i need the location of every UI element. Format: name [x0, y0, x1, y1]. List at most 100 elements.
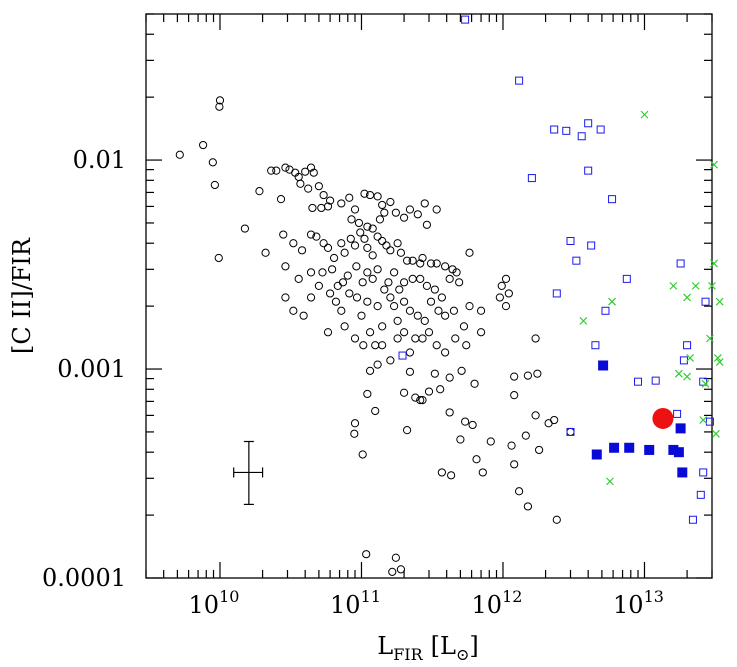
open-circle-point	[445, 274, 454, 283]
open-circle-point	[388, 567, 397, 576]
open-circle-point	[261, 248, 270, 257]
y-tick-label: 0.001	[57, 355, 126, 383]
open-circle-point	[552, 515, 561, 524]
cross-point	[715, 297, 724, 306]
cross-point	[705, 334, 714, 343]
series-filled-circle	[652, 407, 674, 429]
open-circle-point	[343, 271, 352, 280]
open-circle-point	[452, 268, 461, 277]
open-circle-point	[323, 328, 333, 337]
open-circle-point	[328, 265, 337, 274]
open-square-point	[699, 377, 708, 386]
open-circle-point	[340, 322, 349, 331]
open-circle-point	[424, 387, 434, 396]
open-circle-point	[550, 415, 559, 425]
open-square-point	[591, 341, 600, 350]
open-square-point	[673, 409, 682, 418]
open-circle-point	[405, 348, 415, 357]
open-square-point	[683, 341, 692, 350]
open-circle-point	[523, 502, 533, 511]
cross-stroke	[708, 281, 716, 290]
y-tick-label: 0.0001	[42, 564, 126, 592]
open-square-point	[577, 132, 586, 141]
open-circle-point	[396, 565, 406, 574]
open-square-point	[572, 256, 581, 265]
open-circle-point	[418, 334, 427, 343]
open-square-point	[550, 125, 559, 134]
open-circle-point	[441, 262, 450, 271]
open-circle-point	[210, 180, 219, 190]
open-circle-point	[470, 379, 479, 388]
open-circle-point	[523, 371, 533, 380]
open-circle-point	[434, 306, 443, 315]
open-circle-point	[306, 230, 316, 239]
open-circle-point	[393, 334, 402, 343]
open-circle-point	[358, 278, 367, 287]
open-circle-point	[314, 281, 323, 290]
open-circle-point	[345, 193, 354, 202]
open-circle-point	[384, 278, 393, 287]
open-circle-point	[531, 411, 540, 420]
open-circle-point	[476, 306, 486, 315]
open-square-point	[566, 427, 575, 436]
open-circle-point	[447, 471, 456, 480]
open-circle-point	[365, 190, 375, 200]
open-circle-point	[312, 232, 321, 241]
open-circle-point	[281, 163, 290, 172]
open-circle-point	[495, 293, 504, 302]
open-circle-point	[255, 187, 264, 196]
open-circle-point	[426, 297, 436, 306]
open-circle-point	[354, 218, 364, 228]
open-circle-point	[399, 328, 409, 337]
open-circle-point	[358, 450, 367, 459]
cross-stroke	[686, 354, 695, 362]
open-circle-point	[359, 341, 368, 350]
open-circle-point	[337, 306, 346, 315]
series-open-square	[398, 15, 714, 524]
open-circle-point	[396, 248, 406, 257]
open-circle-point	[405, 306, 415, 315]
representative-error-bar	[233, 440, 264, 506]
open-circle-point	[294, 172, 303, 182]
open-circle-point	[360, 189, 369, 198]
axis-ticks	[145, 13, 713, 579]
open-square-point	[699, 468, 708, 477]
open-circle-point	[338, 278, 348, 287]
open-circle-point	[373, 265, 382, 274]
open-circle-point	[371, 341, 380, 350]
y-axis-label: [C II]/FIR	[8, 237, 36, 354]
open-circle-point	[535, 445, 544, 455]
open-circle-point	[333, 281, 342, 290]
open-circle-point	[432, 259, 441, 268]
cross-stroke	[683, 372, 692, 381]
open-circle-point	[279, 230, 288, 239]
cross-stroke	[701, 379, 710, 388]
open-circle-point	[308, 203, 317, 213]
open-circle-point	[386, 356, 395, 365]
open-circle-point	[426, 259, 436, 268]
cross-point	[606, 477, 614, 486]
cross-stroke	[710, 259, 718, 268]
cross-point	[699, 416, 708, 424]
open-circle-point	[459, 322, 469, 331]
cross-point	[683, 372, 692, 381]
cross-point	[640, 110, 649, 119]
open-circle-point	[363, 222, 372, 231]
open-circle-point	[465, 302, 474, 311]
open-circle-point	[451, 334, 460, 343]
x-tick-label: 1011	[330, 587, 381, 619]
cross-point	[686, 354, 695, 362]
open-circle-point	[402, 426, 412, 435]
open-circle-point	[405, 205, 415, 214]
open-circle-point	[395, 285, 404, 294]
open-circle-point	[323, 243, 333, 252]
open-circle-point	[497, 281, 506, 290]
open-square-point	[461, 15, 470, 24]
open-circle-point	[319, 239, 328, 248]
y-tick-label: 0.01	[73, 146, 126, 174]
open-circle-point	[418, 396, 427, 405]
filled-square-point	[675, 423, 686, 434]
open-circle-point	[386, 246, 395, 255]
open-circle-point	[521, 431, 530, 440]
cross-stroke	[705, 334, 714, 343]
